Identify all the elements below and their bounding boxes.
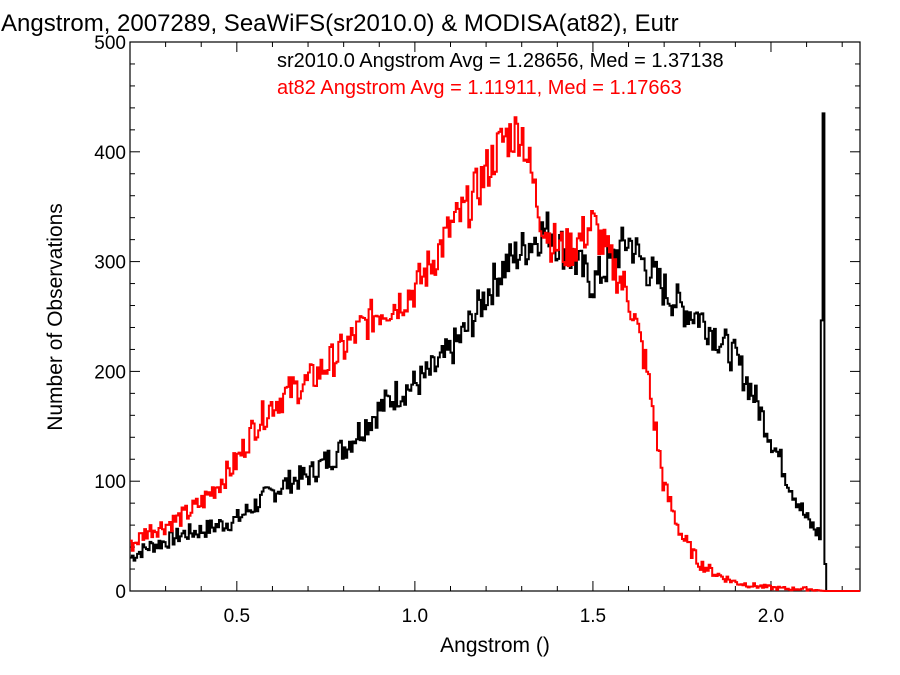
annotation-sr2010-stats: sr2010.0 Angstrom Avg = 1.28656, Med = 1…: [277, 50, 724, 72]
annotation-at82-stats: at82 Angstrom Avg = 1.11911, Med = 1.176…: [277, 77, 682, 99]
x-axis-ticks: 0.5 1.0 1.5 2.0: [129, 42, 843, 627]
y-axis-ticks: 0 100 200 300 400 500: [94, 33, 860, 603]
chart-title: Angstrom, 2007289, SeaWiFS(sr2010.0) & M…: [1, 10, 679, 37]
y-tick-label: 500: [94, 33, 126, 54]
series-sr2010-line: [130, 112, 860, 592]
legend-annotations: sr2010.0 Angstrom Avg = 1.28656, Med = 1…: [277, 50, 724, 99]
y-tick-label: 0: [115, 582, 126, 603]
y-tick-label: 200: [94, 362, 126, 383]
y-tick-label: 300: [94, 253, 126, 274]
x-tick-label: 1.0: [402, 606, 428, 627]
x-tick-label: 2.0: [758, 606, 784, 627]
plot-frame: [129, 41, 861, 592]
series-at82-line: [130, 116, 860, 592]
x-tick-label: 0.5: [224, 606, 250, 627]
series-layer: [130, 112, 860, 592]
y-axis-label: Number of Observations: [44, 203, 67, 431]
x-tick-label: 1.5: [580, 606, 606, 627]
y-tick-label: 100: [94, 472, 126, 493]
x-axis-label: Angstrom (): [440, 634, 550, 657]
y-tick-label: 400: [94, 143, 126, 164]
plot-border: [129, 41, 861, 592]
